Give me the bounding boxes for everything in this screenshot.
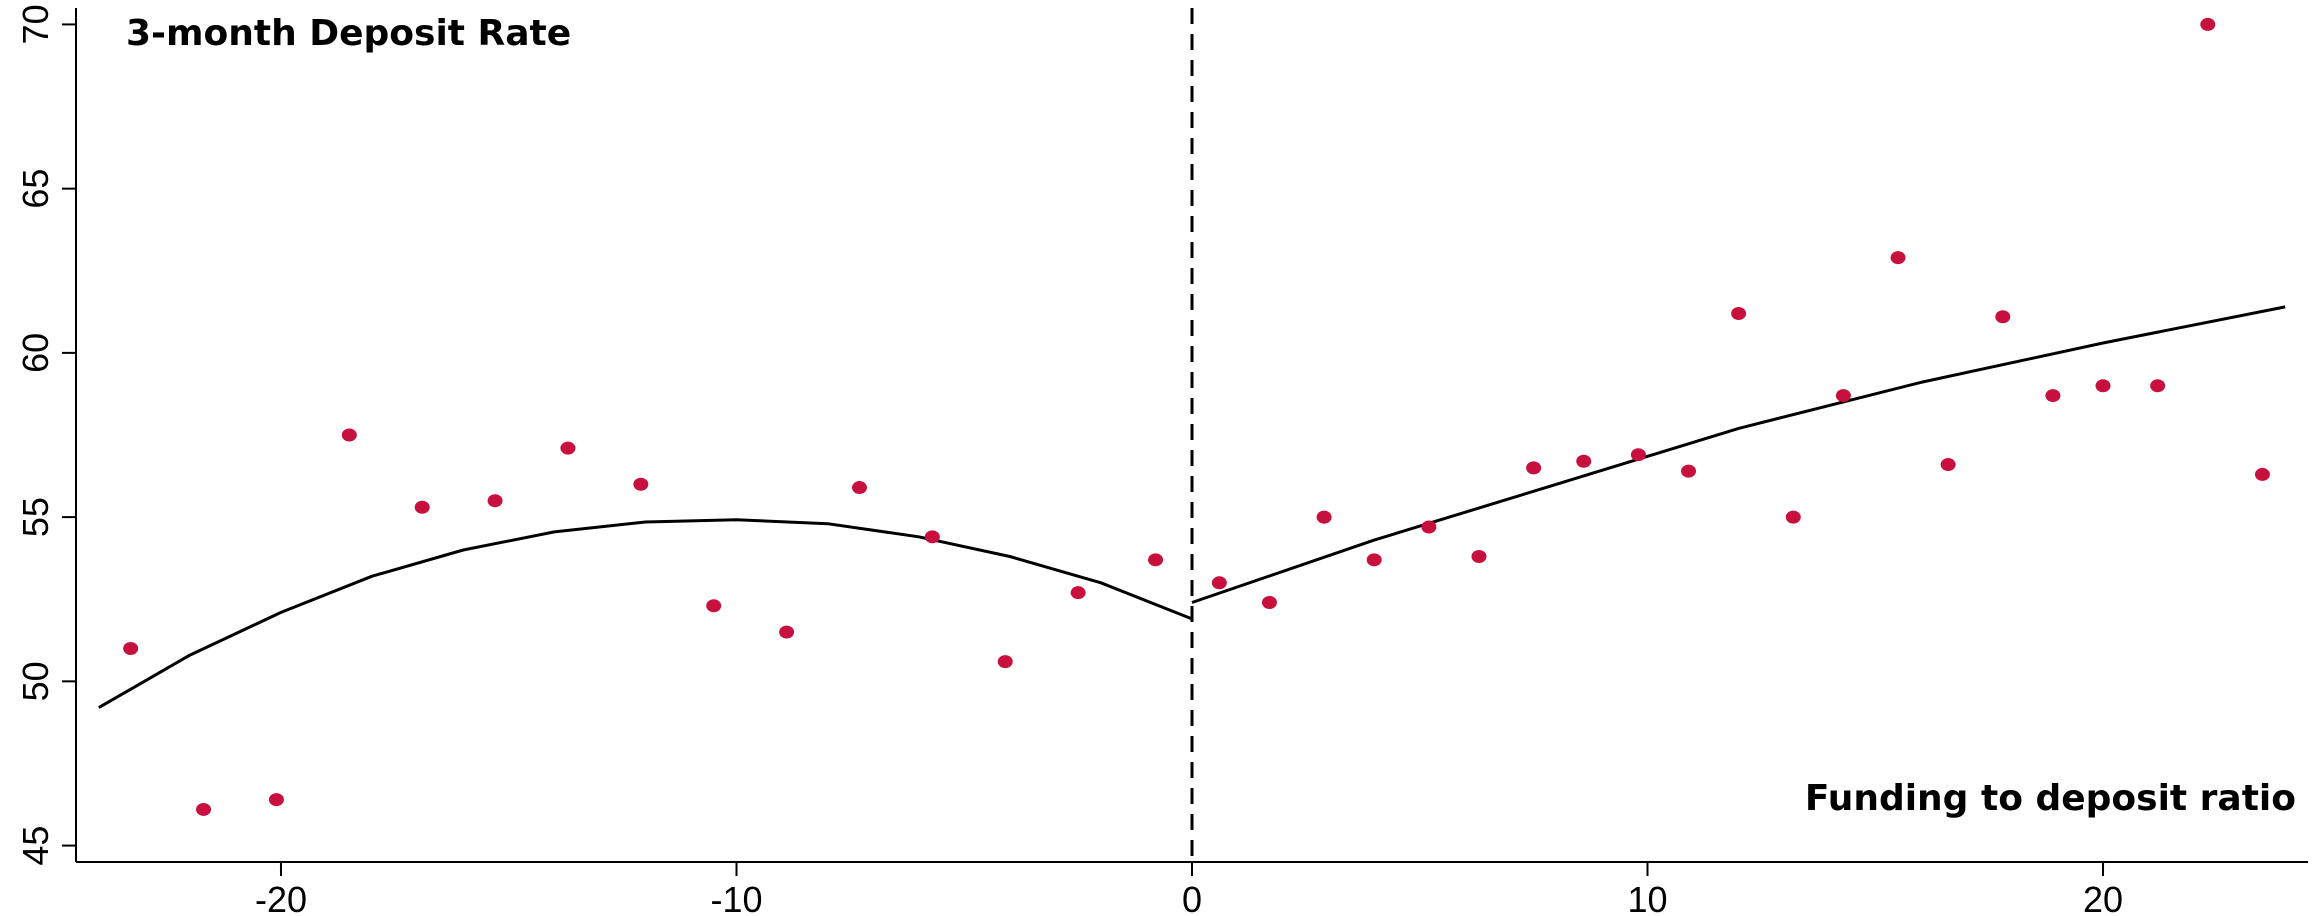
y-tick-label: 50 bbox=[15, 661, 56, 701]
data-point bbox=[2095, 379, 2111, 393]
x-axis-title: Funding to deposit ratio bbox=[1805, 778, 2296, 819]
data-point bbox=[341, 428, 357, 442]
data-point bbox=[196, 802, 212, 816]
y-tick-label: 60 bbox=[15, 333, 56, 373]
data-point bbox=[1070, 586, 1086, 600]
x-tick-label: -10 bbox=[710, 879, 762, 916]
fit-line-left-fit bbox=[98, 518, 1193, 709]
y-tick-label: 45 bbox=[15, 826, 56, 866]
data-point bbox=[2200, 17, 2216, 31]
data-point bbox=[123, 642, 139, 655]
x-tick-label: -20 bbox=[255, 879, 307, 916]
data-point bbox=[414, 500, 430, 514]
data-point bbox=[1261, 596, 1277, 610]
data-point bbox=[779, 625, 795, 639]
data-point bbox=[997, 655, 1013, 669]
data-point bbox=[2254, 467, 2270, 481]
data-point bbox=[1421, 520, 1437, 534]
x-axis-ticks: -20 -10 0 10 20 bbox=[255, 862, 2123, 916]
data-point bbox=[1366, 553, 1382, 567]
data-point bbox=[1576, 454, 1592, 468]
data-point bbox=[1995, 310, 2011, 324]
fit-line-right-fit bbox=[1191, 305, 2286, 604]
data-point bbox=[1316, 510, 1332, 524]
data-point bbox=[487, 494, 503, 508]
data-point bbox=[1630, 448, 1646, 462]
y-tick-label: 65 bbox=[15, 169, 56, 209]
axes: -20 -10 0 10 20 45 50 55 60 65 70 bbox=[15, 4, 2308, 916]
data-point bbox=[2150, 379, 2166, 393]
y-axis-ticks: 45 50 55 60 65 70 bbox=[15, 4, 76, 866]
x-tick-label: 10 bbox=[1627, 879, 1667, 916]
scatter-points bbox=[123, 17, 2270, 816]
x-tick-label: 0 bbox=[1182, 879, 1202, 916]
data-point bbox=[851, 481, 867, 495]
data-point bbox=[1890, 251, 1906, 265]
data-point bbox=[706, 599, 722, 613]
data-point bbox=[1731, 306, 1747, 320]
y-tick-label: 70 bbox=[15, 4, 56, 44]
data-point bbox=[2045, 389, 2061, 403]
data-point bbox=[1471, 550, 1487, 564]
data-point bbox=[1681, 464, 1697, 478]
data-point bbox=[1835, 389, 1851, 403]
y-tick-label: 55 bbox=[15, 497, 56, 537]
data-point bbox=[633, 477, 649, 491]
data-point bbox=[924, 530, 940, 544]
data-point bbox=[268, 793, 284, 807]
data-point bbox=[1148, 553, 1164, 567]
data-point bbox=[1940, 458, 1956, 472]
data-point bbox=[560, 441, 576, 455]
data-point bbox=[1785, 510, 1801, 524]
data-point bbox=[1526, 461, 1542, 475]
chart-title: 3-month Deposit Rate bbox=[126, 13, 571, 54]
x-tick-label: 20 bbox=[2083, 879, 2123, 916]
fit-lines bbox=[98, 305, 2286, 709]
data-point bbox=[1211, 576, 1227, 590]
